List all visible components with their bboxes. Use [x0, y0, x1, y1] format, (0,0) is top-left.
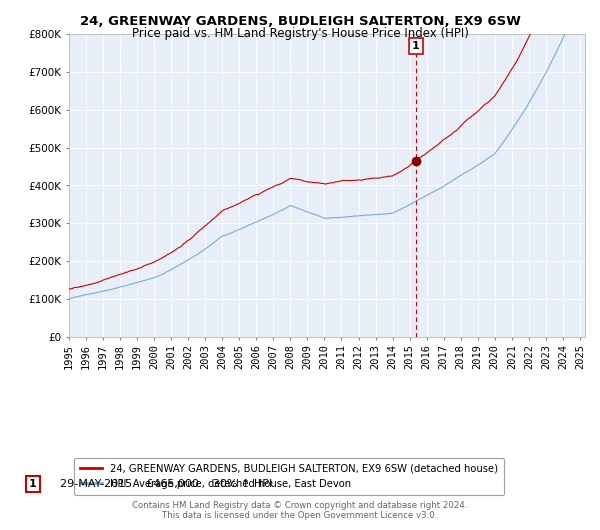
Text: Price paid vs. HM Land Registry's House Price Index (HPI): Price paid vs. HM Land Registry's House …	[131, 26, 469, 40]
Text: 29-MAY-2015    £465,000    30% ↑ HPI: 29-MAY-2015 £465,000 30% ↑ HPI	[60, 479, 272, 489]
Text: Contains HM Land Registry data © Crown copyright and database right 2024.
This d: Contains HM Land Registry data © Crown c…	[132, 501, 468, 520]
Text: 1: 1	[412, 41, 420, 51]
Text: 1: 1	[29, 479, 37, 489]
Legend: 24, GREENWAY GARDENS, BUDLEIGH SALTERTON, EX9 6SW (detached house), HPI: Average: 24, GREENWAY GARDENS, BUDLEIGH SALTERTON…	[74, 458, 504, 495]
Text: 24, GREENWAY GARDENS, BUDLEIGH SALTERTON, EX9 6SW: 24, GREENWAY GARDENS, BUDLEIGH SALTERTON…	[80, 15, 520, 28]
